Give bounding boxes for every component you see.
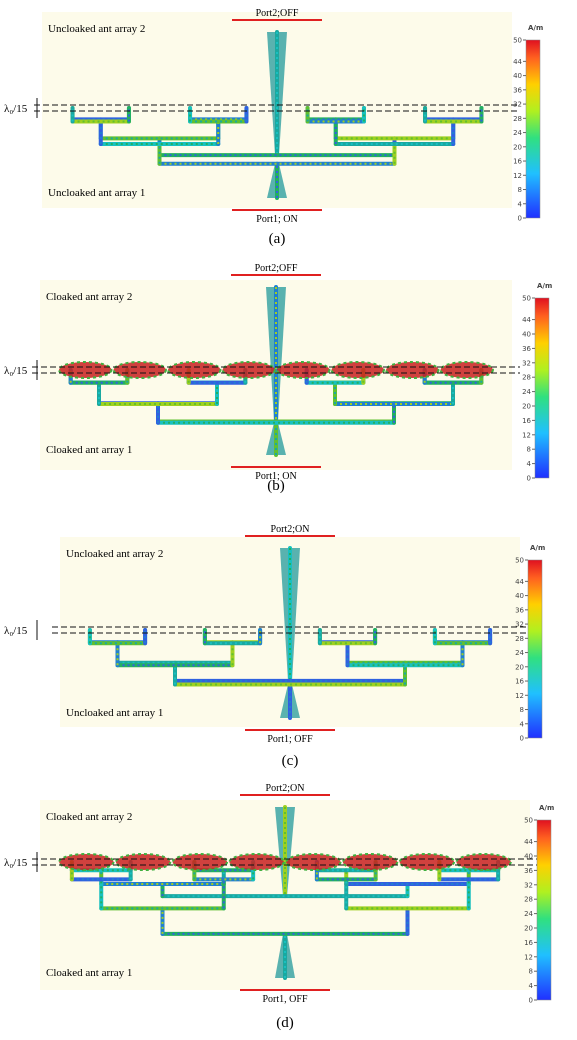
colorbar-tick-label: 8 (518, 186, 522, 194)
colorbar-tick-label: 40 (524, 853, 533, 861)
bottom-array-label: Cloaked ant array 1 (46, 444, 132, 456)
top-array-label: Uncloaked ant array 2 (66, 548, 163, 560)
spacing-label: λ₀/15 (4, 625, 28, 637)
colorbar-tick-label: 40 (522, 331, 531, 339)
colorbar-tick-label: 4 (527, 460, 532, 468)
colorbar-tick-label: 28 (524, 896, 533, 904)
panel: λ₀/15 Port2;ON Port1; OFF Uncloaked ant arr… (4, 524, 545, 769)
panel-label: (a) (269, 231, 286, 247)
colorbar-tick-label: 32 (524, 881, 533, 889)
colorbar: A/m 0 4 8 12 16 20 24 28 32 36 40 44 50 (513, 24, 543, 223)
colorbar-tick-label: 16 (522, 417, 531, 425)
colorbar-tick-label: 16 (524, 939, 533, 947)
colorbar-unit: A/m (539, 804, 554, 812)
colorbar-unit: A/m (530, 544, 545, 552)
panel: λ₀/15 Port2;ON Port1, OFF Cloaked ant array… (4, 783, 554, 1031)
colorbar-tick-label: 44 (515, 578, 524, 586)
colorbar-tick-label: 50 (515, 557, 524, 565)
bottom-array-label: Uncloaked ant array 1 (66, 707, 163, 719)
colorbar-tick-label: 4 (518, 200, 523, 208)
bottom-array-label: Cloaked ant array 1 (46, 967, 132, 979)
colorbar-tick-label: 16 (513, 158, 522, 166)
colorbar-scale (537, 820, 551, 1000)
colorbar-tick-label: 24 (515, 649, 524, 657)
colorbar-tick-label: 44 (513, 58, 522, 66)
colorbar-scale (535, 298, 549, 478)
colorbar-tick-label: 24 (524, 910, 533, 918)
colorbar-tick-label: 12 (515, 692, 524, 700)
colorbar-tick-label: 36 (515, 606, 524, 614)
colorbar-tick-label: 8 (520, 706, 524, 714)
colorbar-tick-label: 36 (513, 86, 522, 94)
bottom-port-label: Port1; ON (256, 214, 297, 225)
colorbar-tick-label: 36 (524, 867, 533, 875)
colorbar-unit: A/m (537, 282, 552, 290)
spacing-label: λ₀/15 (4, 857, 28, 869)
colorbar-tick-label: 24 (513, 129, 522, 137)
colorbar-tick-label: 40 (513, 72, 522, 80)
colorbar-tick-label: 12 (513, 172, 522, 180)
bottom-array-label: Uncloaked ant array 1 (48, 187, 145, 199)
spacing-label: λ₀/15 (4, 365, 28, 377)
colorbar-tick-label: 24 (522, 388, 531, 396)
bottom-port-label: Port1, OFF (262, 994, 307, 1005)
top-array-label: Cloaked ant array 2 (46, 811, 132, 823)
top-array-label: Cloaked ant array 2 (46, 291, 132, 303)
colorbar-tick-label: 0 (527, 475, 531, 483)
colorbar: A/m 0 4 8 12 16 20 24 28 32 36 40 44 50 (522, 282, 552, 483)
colorbar-scale (528, 560, 542, 738)
colorbar-tick-label: 20 (513, 143, 522, 151)
colorbar-tick-label: 8 (529, 968, 533, 976)
top-port-label: Port2;ON (271, 524, 310, 535)
colorbar-tick-label: 44 (524, 838, 533, 846)
colorbar-tick-label: 0 (518, 215, 522, 223)
colorbar-tick-label: 28 (522, 374, 531, 382)
colorbar-tick-label: 50 (513, 37, 522, 45)
top-port-label: Port2;ON (266, 783, 305, 794)
colorbar-unit: A/m (528, 24, 543, 32)
colorbar-tick-label: 40 (515, 592, 524, 600)
colorbar-tick-label: 0 (520, 735, 524, 743)
colorbar-tick-label: 8 (527, 446, 531, 454)
colorbar-tick-label: 28 (513, 115, 522, 123)
spacing-label: λ₀/15 (4, 103, 28, 115)
colorbar-tick-label: 44 (522, 316, 531, 324)
top-array-label: Uncloaked ant array 2 (48, 23, 145, 35)
colorbar-tick-label: 12 (524, 953, 533, 961)
colorbar-tick-label: 4 (529, 982, 534, 990)
panel-label: (d) (276, 1015, 294, 1031)
top-port-label: Port2;OFF (255, 263, 298, 274)
colorbar-tick-label: 32 (513, 101, 522, 109)
colorbar-tick-label: 36 (522, 345, 531, 353)
panel-label: (b) (267, 478, 285, 494)
panel: λ₀/15 Port2;OFF Port1; ON Uncloaked ant arr… (4, 8, 543, 247)
colorbar-tick-label: 20 (524, 925, 533, 933)
figure: λ₀/15 Port2;OFF Port1; ON Uncloaked ant arr… (0, 0, 577, 1040)
top-port-label: Port2;OFF (256, 8, 299, 19)
colorbar-tick-label: 20 (515, 663, 524, 671)
colorbar-tick-label: 32 (515, 621, 524, 629)
colorbar-tick-label: 0 (529, 997, 533, 1005)
colorbar-tick-label: 16 (515, 678, 524, 686)
colorbar-scale (526, 40, 540, 218)
colorbar-tick-label: 32 (522, 359, 531, 367)
colorbar-tick-label: 28 (515, 635, 524, 643)
bottom-port-label: Port1; OFF (267, 734, 313, 745)
colorbar-tick-label: 12 (522, 431, 531, 439)
colorbar-tick-label: 50 (522, 295, 531, 303)
panel-label: (c) (282, 753, 299, 769)
colorbar-tick-label: 4 (520, 720, 525, 728)
colorbar-tick-label: 20 (522, 403, 531, 411)
colorbar-tick-label: 50 (524, 817, 533, 825)
